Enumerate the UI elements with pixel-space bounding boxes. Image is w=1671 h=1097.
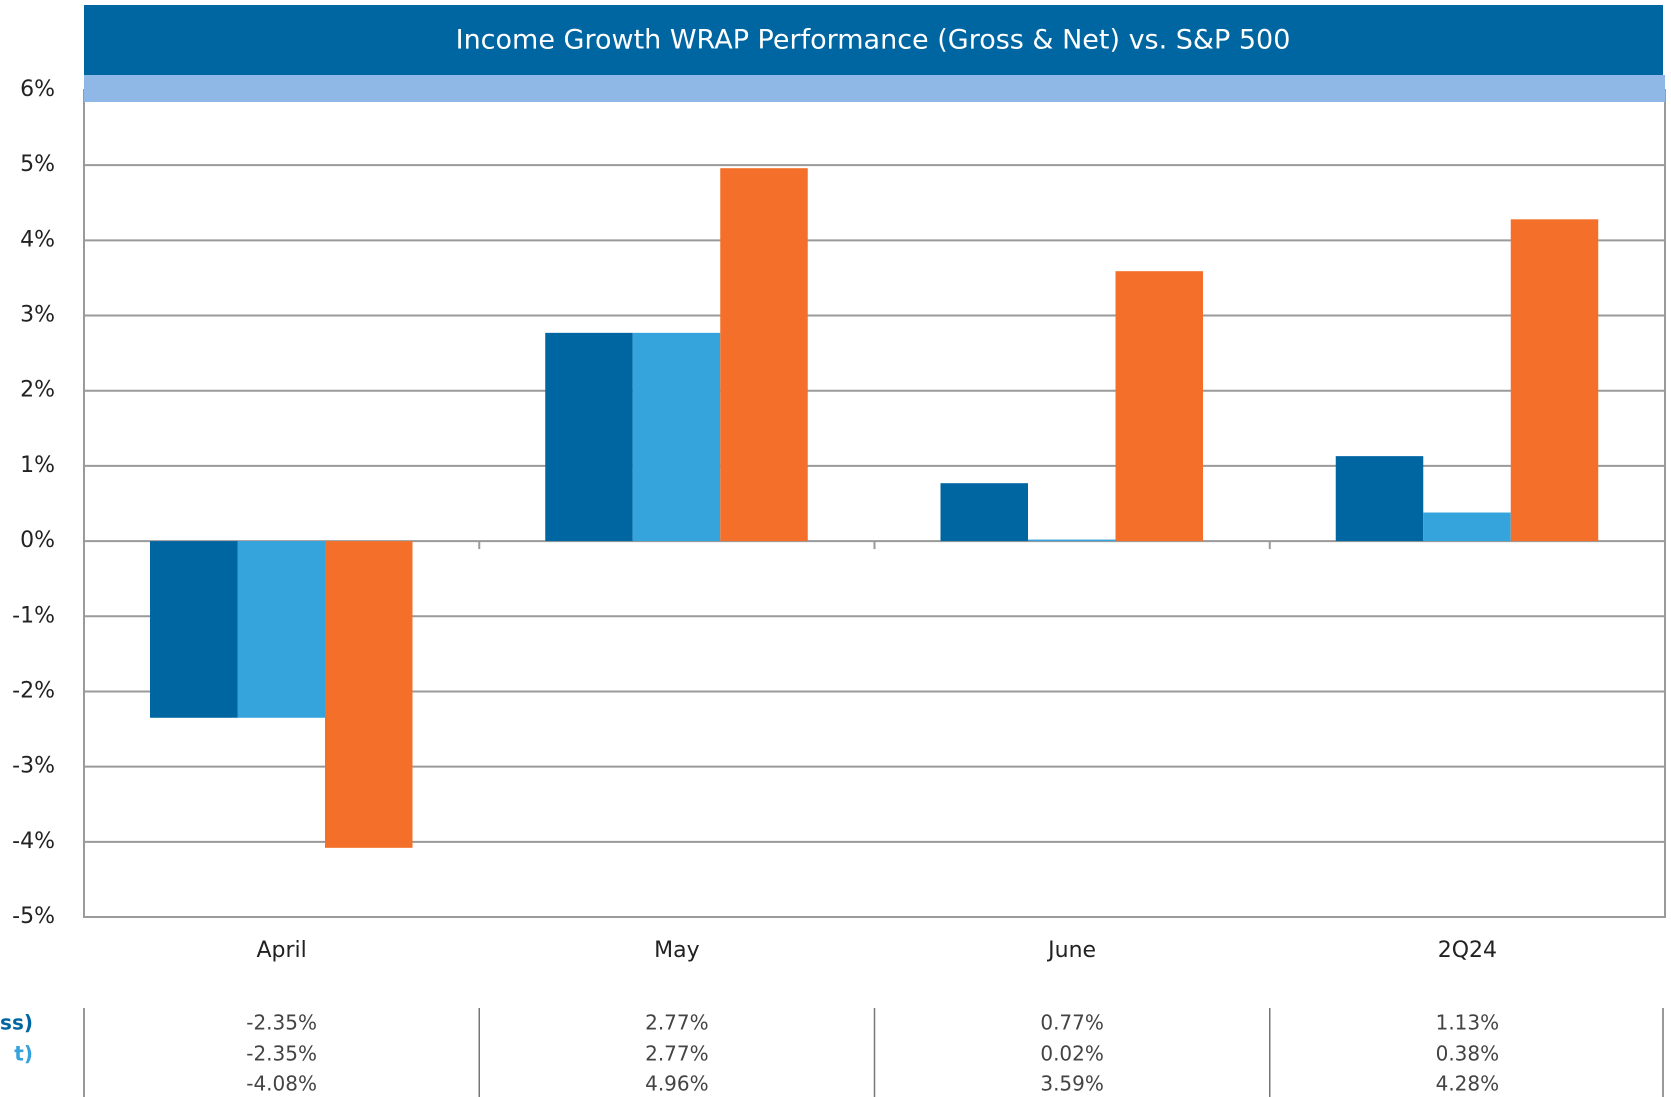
x-tick-label: June — [1046, 938, 1096, 963]
table-value: 4.96% — [645, 1072, 709, 1096]
table-value: -2.35% — [246, 1011, 317, 1035]
title-band — [84, 5, 1663, 75]
table-value: 0.77% — [1040, 1011, 1104, 1035]
bar — [1028, 539, 1116, 542]
bar — [940, 483, 1028, 542]
x-tick-label: May — [654, 938, 699, 963]
table-value: 3.59% — [1040, 1072, 1104, 1096]
x-tick-label: 2Q24 — [1438, 938, 1497, 963]
table-value: 4.28% — [1436, 1072, 1500, 1096]
y-tick-label: 4% — [20, 227, 55, 252]
y-tick-label: 3% — [20, 303, 55, 328]
bar — [632, 332, 721, 542]
table-value: 2.77% — [645, 1011, 709, 1035]
table-value: -2.35% — [246, 1042, 317, 1066]
y-tick-label: -5% — [12, 904, 55, 929]
y-tick-label: 5% — [20, 152, 55, 177]
y-tick-label: 6% — [20, 77, 55, 102]
table-value: 0.38% — [1436, 1042, 1500, 1066]
legend-label: oss) — [0, 1011, 33, 1035]
y-tick-label: 1% — [20, 453, 55, 478]
bar — [720, 168, 808, 542]
bar — [1423, 512, 1511, 542]
table-value: 2.77% — [645, 1042, 709, 1066]
chart-title: Income Growth WRAP Performance (Gross & … — [456, 25, 1291, 56]
y-tick-label: -3% — [12, 754, 55, 779]
table-value: -4.08% — [246, 1072, 317, 1096]
plot-border — [83, 89, 1666, 918]
bar — [545, 332, 633, 542]
table-value: 1.13% — [1436, 1011, 1500, 1035]
bar — [325, 541, 413, 848]
bar — [1510, 219, 1599, 542]
y-tick-label: -1% — [12, 603, 55, 628]
header-strip — [84, 75, 1665, 102]
y-tick-label: 2% — [20, 378, 55, 403]
bar — [1335, 456, 1424, 542]
bar — [237, 541, 325, 718]
x-tick-label: April — [256, 938, 306, 963]
legend-label: t) — [14, 1042, 33, 1066]
bar — [150, 541, 238, 718]
y-tick-label: -2% — [12, 678, 55, 703]
table-value: 0.02% — [1040, 1042, 1104, 1066]
bar — [1115, 271, 1203, 542]
y-tick-label: 0% — [20, 528, 55, 553]
y-tick-label: -4% — [12, 829, 55, 854]
